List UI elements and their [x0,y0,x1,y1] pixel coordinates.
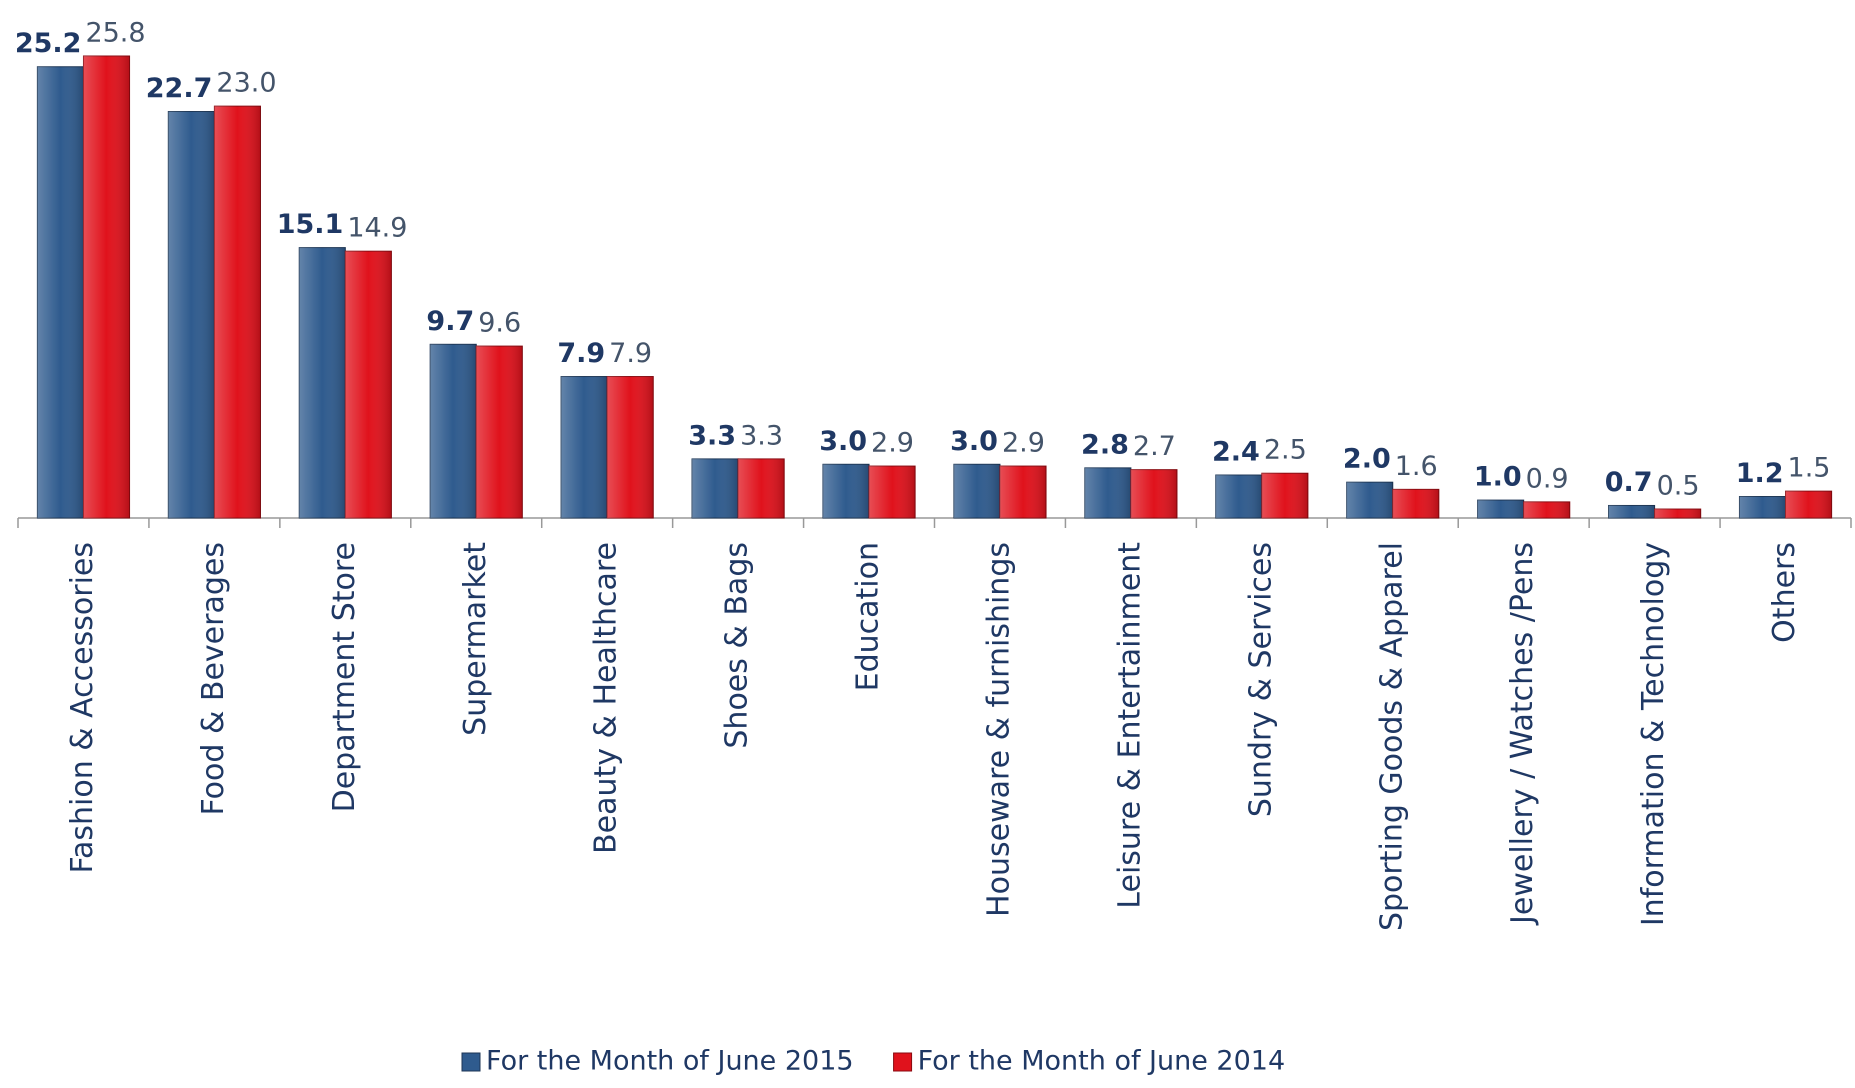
x-tick-label: Fashion & Accessories [65,542,100,874]
data-label: 2.9 [871,428,914,459]
data-label: 1.0 [1474,462,1522,493]
bar-shine [607,376,654,518]
bar-shine [869,466,916,518]
legend-label: For the Month of June 2015 [486,1046,854,1077]
bar-shine [1392,489,1439,518]
bar-shine [1739,496,1786,518]
data-label: 3.3 [740,420,783,451]
data-label: 2.0 [1343,444,1391,475]
data-label: 9.7 [426,306,474,337]
bar-shine [345,251,392,519]
data-label: 2.5 [1264,435,1307,466]
bar-shine [214,106,261,519]
legend-swatch [893,1052,913,1072]
data-label: 23.0 [216,68,276,99]
data-label: 22.7 [146,73,213,104]
bar-shine [953,464,1000,518]
bar-shine [1608,505,1655,518]
data-label: 2.9 [1002,428,1045,459]
data-label: 1.6 [1395,451,1438,482]
data-label: 2.8 [1081,429,1129,460]
x-tick-label: Supermarket [458,542,493,736]
data-label: 0.7 [1605,467,1653,498]
bar-shine [168,111,215,518]
bar-shine [999,466,1047,518]
x-tick-label: Others [1767,542,1802,643]
data-label: 14.9 [347,213,407,244]
x-tick-label: Beauty & Healthcare [589,542,624,854]
data-label: 0.9 [1526,463,1569,494]
bar-shine [1261,473,1308,518]
data-label: 3.0 [819,426,867,457]
bar-shine [1084,467,1131,518]
data-label: 7.9 [609,338,652,369]
data-label: 1.2 [1736,458,1784,489]
data-label: 1.5 [1788,453,1831,484]
x-tick-label: Food & Beverages [196,542,231,816]
data-label: 3.0 [950,426,998,457]
data-label: 9.6 [478,308,521,339]
data-label: 25.8 [85,18,145,49]
x-tick-label: Department Store [327,542,362,812]
x-tick-label: Shoes & Bags [720,542,755,749]
bar-shine [738,458,785,518]
bar-shine [561,376,608,518]
bar-shine [1130,469,1177,518]
x-tick-label: Education [851,542,886,691]
data-label: 25.2 [15,28,82,59]
data-label: 2.4 [1212,437,1260,468]
bar-shine [430,344,477,518]
data-label: 0.5 [1657,471,1700,502]
bar-shine [37,66,84,518]
legend-swatch [461,1052,481,1072]
data-label: 7.9 [557,338,605,369]
bar-shine [83,56,130,518]
bar-shine [1785,491,1832,518]
x-tick-label: Houseware & furnishings [981,542,1016,917]
x-tick-label: Leisure & Entertainment [1112,542,1147,909]
bar-shine [1523,501,1570,518]
bar-shine [1654,509,1701,518]
bar-shine [299,247,346,518]
bar-shine [822,464,870,518]
x-tick-label: Sundry & Services [1243,542,1278,817]
x-tick-label: Sporting Goods & Apparel [1374,542,1409,931]
data-label: 15.1 [277,209,344,240]
x-tick-label: Information & Technology [1636,542,1671,926]
bar-shine [1215,475,1262,518]
data-label: 3.3 [688,420,736,451]
bar-shine [1477,500,1524,518]
data-label: 2.7 [1133,431,1176,462]
x-tick-label: Jewellery / Watches /Pens [1505,542,1540,926]
bar-shine [476,346,523,518]
bar-shine [692,458,739,518]
bar-shine [1346,482,1393,518]
legend-label: For the Month of June 2014 [918,1046,1286,1077]
